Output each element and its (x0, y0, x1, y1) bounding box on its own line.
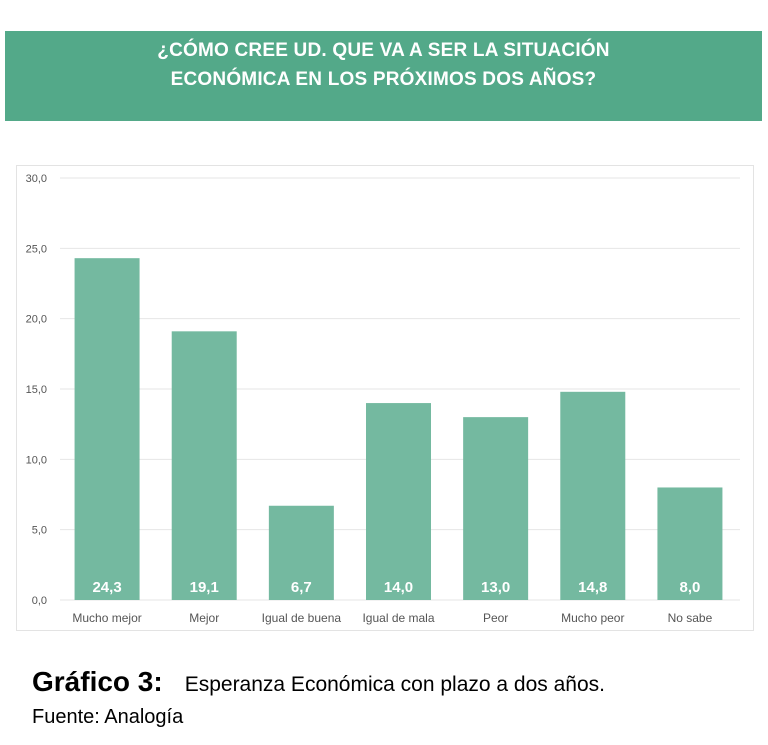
bar-value-label: 13,0 (481, 579, 510, 596)
y-tick-label: 5,0 (32, 525, 47, 537)
x-tick-label: Igual de mala (362, 611, 434, 625)
source-note: Fuente: Analogía (32, 706, 184, 728)
caption-label: Gráfico 3: (32, 666, 163, 697)
x-tick-label: Igual de buena (262, 611, 342, 625)
bar-value-label: 24,3 (92, 579, 121, 596)
x-tick-label: No sabe (668, 611, 713, 625)
bar (366, 403, 431, 600)
bar (657, 487, 723, 600)
x-axis-ticks: Mucho mejor Mejor Igual de buena Igual de m… (72, 611, 712, 625)
chart-title-line-2: ECONÓMICA EN LOS PRÓXIMOS DOS AÑOS? (170, 69, 597, 90)
y-tick-label: 15,0 (26, 384, 47, 396)
y-tick-label: 0,0 (32, 595, 47, 607)
bar (463, 417, 529, 600)
bar (171, 331, 237, 600)
bar-value-label: 8,0 (679, 579, 700, 596)
bar (74, 258, 140, 600)
bars (74, 258, 723, 600)
x-tick-label: Mejor (189, 611, 219, 625)
y-tick-label: 10,0 (26, 454, 47, 466)
bar-value-label: 14,8 (578, 579, 607, 596)
bar (560, 391, 626, 600)
y-tick-label: 20,0 (26, 314, 47, 326)
chart-title-line-1: ¿CÓMO CREE UD. QUE VA A SER LA SITUACIÓN (157, 40, 610, 61)
bar-value-label: 19,1 (190, 579, 219, 596)
x-tick-label: Mucho mejor (72, 611, 141, 625)
y-tick-label: 30,0 (26, 173, 47, 185)
bar-value-label: 14,0 (384, 579, 413, 596)
figure-caption: Gráfico 3: Esperanza Económica con plazo … (32, 666, 605, 698)
bar (268, 505, 334, 600)
y-tick-label: 25,0 (26, 243, 47, 255)
y-axis-ticks: 0,0 5,0 10,0 15,0 20,0 25,0 30,0 (26, 173, 47, 607)
bar-value-label: 6,7 (291, 579, 312, 596)
x-tick-label: Mucho peor (561, 611, 624, 625)
bar-value-labels: 24,3 19,1 6,7 14,0 13,0 14,8 8,0 (92, 579, 700, 596)
x-tick-label: Peor (483, 611, 508, 625)
caption-text: Esperanza Económica con plazo a dos años… (184, 673, 605, 696)
chart-header: ¿CÓMO CREE UD. QUE VA A SER LA SITUACIÓN… (5, 31, 762, 121)
